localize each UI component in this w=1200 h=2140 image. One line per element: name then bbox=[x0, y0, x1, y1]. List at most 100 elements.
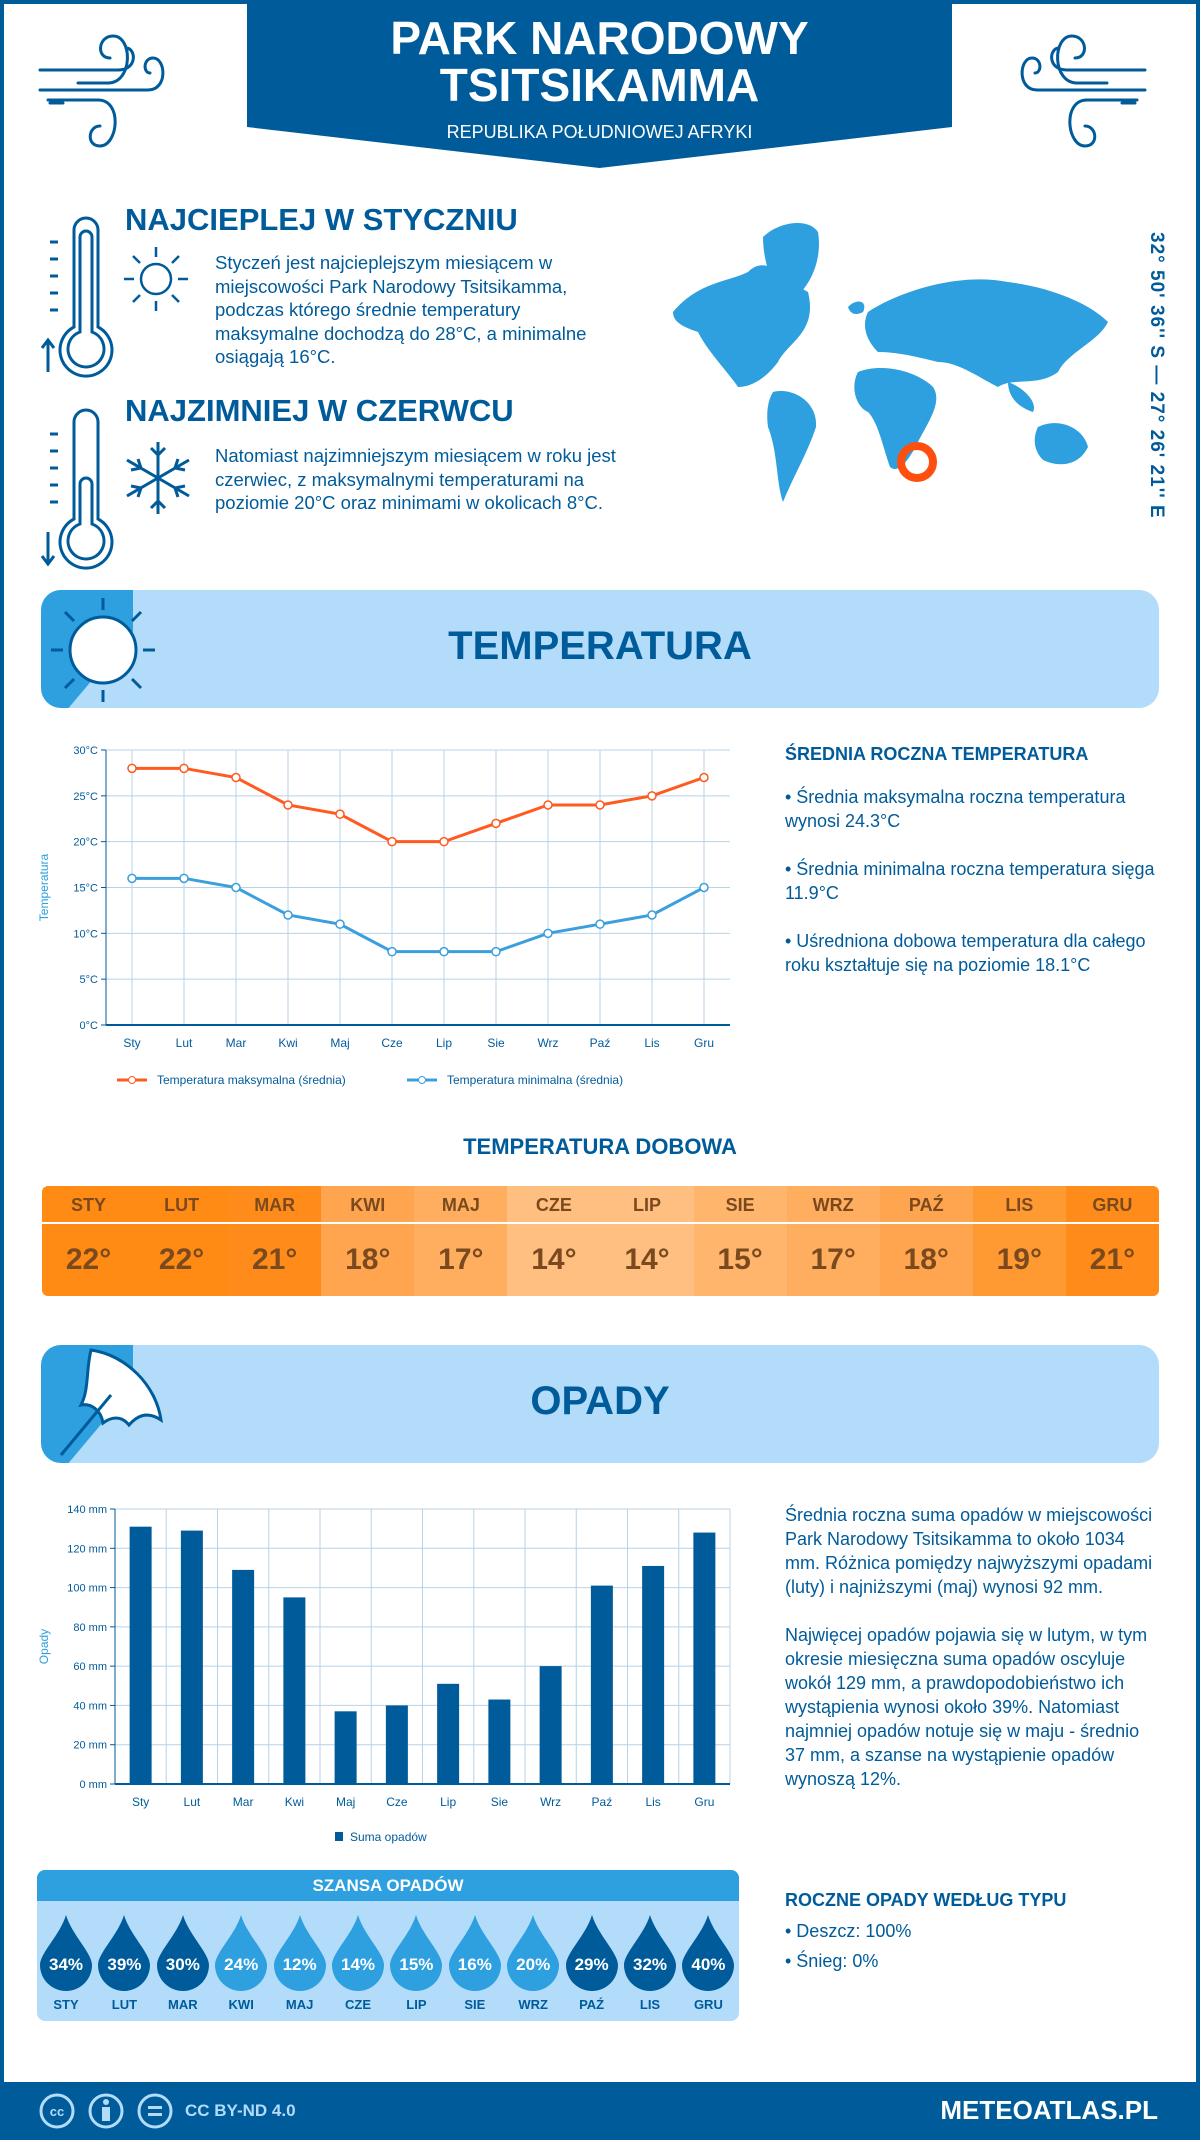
page-subtitle: REPUBLIKA POŁUDNIOWEJ AFRYKI bbox=[446, 122, 753, 142]
world-map bbox=[673, 222, 1108, 502]
precip-chance-title: SZANSA OPADÓW bbox=[37, 1870, 739, 1901]
x-tick-label: Wrz bbox=[540, 1795, 561, 1809]
coldest-title: NAJZIMNIEJ W CZERWCU bbox=[125, 393, 514, 428]
data-point bbox=[387, 836, 397, 847]
y-tick-label: 25°C bbox=[73, 791, 98, 803]
x-tick-label: Sty bbox=[123, 1036, 140, 1050]
precip-chance-month: GRU bbox=[693, 1997, 723, 2012]
x-tick-label: Kwi bbox=[285, 1795, 304, 1809]
data-point bbox=[335, 919, 345, 929]
legend-label: Suma opadów bbox=[350, 1830, 427, 1844]
daily-temp-cell: LUT 22° bbox=[135, 1186, 229, 1296]
coordinates: 32° 50' 36'' S — 27° 26' 21'' E bbox=[1146, 232, 1167, 519]
x-tick-label: Maj bbox=[330, 1036, 349, 1050]
precip-text-panel: Średnia roczna suma opadów w miejscowośc… bbox=[785, 1503, 1155, 1791]
precip-chance-value: 20% bbox=[516, 1955, 551, 1974]
data-point bbox=[283, 800, 293, 810]
daily-temp-value: 14° bbox=[531, 1243, 577, 1276]
temperature-chart: 0°C 5°C 10°C 15°C 20°C 25°C 30°C Sty Lut Mar Kwi Ma… bbox=[37, 745, 730, 1087]
data-point bbox=[439, 836, 449, 847]
y-axis-title: Opady bbox=[37, 1629, 51, 1664]
header-banner bbox=[247, 0, 952, 168]
precip-chance-month: LIP bbox=[406, 1997, 427, 2012]
precip-chance-value: 16% bbox=[457, 1955, 492, 1974]
data-point bbox=[387, 946, 397, 957]
daily-temp-month: LIP bbox=[600, 1186, 694, 1224]
annual-temp-max: • Średnia maksymalna roczna temperatura … bbox=[785, 787, 1126, 831]
daily-temp-month: STY bbox=[42, 1186, 136, 1224]
daily-temp-month: LIS bbox=[972, 1186, 1066, 1224]
x-tick-label: Mar bbox=[233, 1795, 254, 1809]
daily-temp-month: MAJ bbox=[414, 1186, 508, 1224]
daily-temp-month: KWI bbox=[321, 1186, 415, 1224]
x-tick-label: Lis bbox=[645, 1795, 660, 1809]
precip-chance-month: PAŹ bbox=[579, 1997, 605, 2012]
y-tick-label: 20 mm bbox=[73, 1740, 107, 1752]
daily-temp-cell: MAJ 17° bbox=[414, 1186, 508, 1296]
data-point bbox=[595, 919, 605, 929]
warmest-text: Styczeń jest najcieplejszym miesiącem w … bbox=[215, 252, 587, 367]
x-tick-label: Paź bbox=[590, 1036, 611, 1050]
data-point bbox=[647, 791, 657, 801]
precip-summary: Średnia roczna suma opadów w miejscowośc… bbox=[785, 1505, 1153, 1597]
daily-temp-value: 15° bbox=[717, 1243, 763, 1276]
x-tick-label: Lip bbox=[436, 1036, 452, 1050]
data-point bbox=[283, 910, 293, 920]
precip-chance-value: 34% bbox=[48, 1955, 84, 1974]
y-tick-label: 20°C bbox=[73, 837, 98, 849]
bar bbox=[385, 1705, 408, 1784]
y-tick-label: 0 mm bbox=[80, 1779, 108, 1791]
annual-temp-title: ŚREDNIA ROCZNA TEMPERATURA bbox=[785, 744, 1089, 764]
precip-type-rain: • Deszcz: 100% bbox=[785, 1921, 912, 1941]
temperature-section-header: TEMPERATURA bbox=[41, 590, 1159, 708]
data-point bbox=[127, 763, 137, 774]
data-point bbox=[491, 946, 501, 957]
daily-temp-value: 17° bbox=[810, 1243, 856, 1276]
page-title-line1: PARK NARODOWY bbox=[390, 12, 809, 64]
site-link[interactable]: METEOATLAS.PL bbox=[940, 2095, 1158, 2125]
location-marker bbox=[897, 442, 937, 482]
precip-chance-month: WRZ bbox=[518, 1997, 548, 2012]
x-tick-label: Cze bbox=[381, 1036, 403, 1050]
x-tick-label: Paź bbox=[592, 1795, 613, 1809]
x-tick-label: Kwi bbox=[278, 1036, 297, 1050]
precip-chance-month: LUT bbox=[111, 1997, 138, 2012]
bar bbox=[590, 1585, 613, 1784]
precip-chance-month: CZE bbox=[345, 1997, 371, 2012]
x-tick-label: Lip bbox=[440, 1795, 456, 1809]
rain-drop-icon: 29% bbox=[565, 1915, 618, 1991]
rain-drop-icon: 39% bbox=[98, 1915, 151, 1991]
x-tick-label: Gru bbox=[694, 1795, 714, 1809]
precip-chance-value: 15% bbox=[399, 1955, 434, 1974]
x-tick-label: Lut bbox=[176, 1036, 193, 1050]
sun-icon bbox=[51, 598, 155, 702]
data-point bbox=[491, 818, 501, 829]
precip-section-title: OPADY bbox=[530, 1379, 670, 1423]
daily-temp-month: SIE bbox=[693, 1186, 787, 1224]
daily-temp-value: 17° bbox=[438, 1243, 484, 1276]
precip-chance-month: MAJ bbox=[285, 1997, 314, 2012]
x-tick-label: Sie bbox=[491, 1795, 509, 1809]
bar bbox=[283, 1597, 306, 1784]
wind-icon bbox=[38, 34, 165, 148]
daily-temp-value: 22° bbox=[158, 1243, 205, 1276]
license-text: CC BY-ND 4.0 bbox=[185, 2101, 296, 2120]
bar bbox=[437, 1683, 460, 1784]
daily-temp-cell: LIP 14° bbox=[600, 1186, 694, 1296]
daily-temp-cell: MAR 21° bbox=[228, 1186, 322, 1296]
legend-label: Temperatura maksymalna (średnia) bbox=[157, 1073, 346, 1087]
legend-marker bbox=[128, 1076, 136, 1084]
rain-drop-icon: 12% bbox=[273, 1915, 326, 1991]
precip-type-title: ROCZNE OPADY WEDŁUG TYPU bbox=[785, 1890, 1067, 1910]
data-point bbox=[231, 882, 241, 893]
data-point bbox=[179, 873, 189, 884]
y-tick-label: 10°C bbox=[73, 928, 98, 940]
precip-chance-month: MAR bbox=[167, 1997, 198, 2012]
y-tick-label: 0°C bbox=[80, 1020, 99, 1032]
data-point bbox=[439, 946, 449, 957]
bar bbox=[334, 1711, 357, 1784]
y-tick-label: 140 mm bbox=[67, 1504, 107, 1516]
precipitation-chart: 0 mm 20 mm 40 mm 60 mm 80 mm 100 mm 120 mm 140 … bbox=[37, 1504, 731, 1844]
legend-label: Temperatura minimalna (średnia) bbox=[447, 1073, 623, 1087]
umbrella-icon bbox=[59, 1348, 163, 1456]
